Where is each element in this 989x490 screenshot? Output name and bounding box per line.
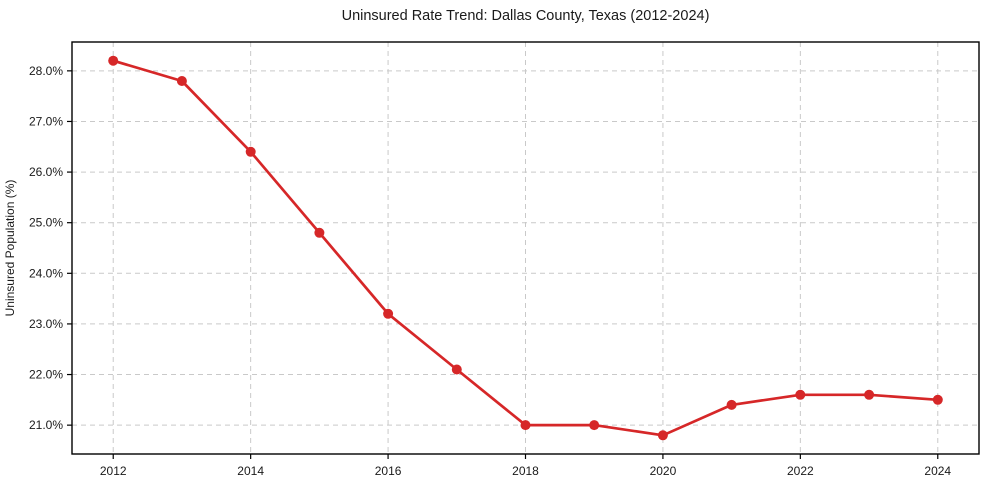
y-axis-title: Uninsured Population (%): [3, 180, 17, 317]
chart-title: Uninsured Rate Trend: Dallas County, Tex…: [342, 8, 710, 24]
data-series: [108, 55, 943, 441]
y-tick-label: 24.0%: [29, 266, 63, 280]
data-point-marker: [176, 76, 187, 86]
data-point-marker: [314, 227, 325, 238]
data-point-marker: [451, 364, 462, 375]
x-tick-label: 2014: [237, 464, 264, 478]
data-point-marker: [932, 394, 943, 405]
plot-frame: [71, 41, 980, 455]
y-tick-label: 25.0%: [29, 216, 63, 230]
y-tick-label: 26.0%: [29, 165, 63, 179]
axis-ticks: 21.0% 22.0% 23.0% 24.0% 25.0% 26.0% 27.0% 28.0%…: [29, 64, 951, 478]
data-point-marker: [795, 389, 806, 400]
y-tick-label: 27.0%: [29, 114, 63, 128]
data-point-marker: [589, 420, 600, 431]
y-tick-label: 28.0%: [29, 64, 63, 78]
x-tick-label: 2018: [512, 464, 539, 478]
x-tick-label: 2020: [650, 464, 677, 478]
y-tick-label: 23.0%: [29, 317, 63, 331]
data-point-marker: [726, 399, 737, 410]
data-point-marker: [864, 389, 875, 400]
y-tick-label: 21.0%: [29, 418, 63, 432]
data-point-marker: [383, 308, 394, 319]
y-tick-label: 22.0%: [29, 368, 63, 382]
data-point-marker: [245, 146, 256, 157]
data-point-marker: [657, 430, 668, 441]
gridlines: [72, 42, 979, 454]
x-tick-label: 2012: [100, 464, 127, 478]
x-tick-label: 2016: [375, 464, 402, 478]
data-point-marker: [520, 420, 531, 431]
x-tick-label: 2024: [924, 464, 951, 478]
x-tick-label: 2022: [787, 464, 814, 478]
data-point-marker: [108, 55, 119, 66]
